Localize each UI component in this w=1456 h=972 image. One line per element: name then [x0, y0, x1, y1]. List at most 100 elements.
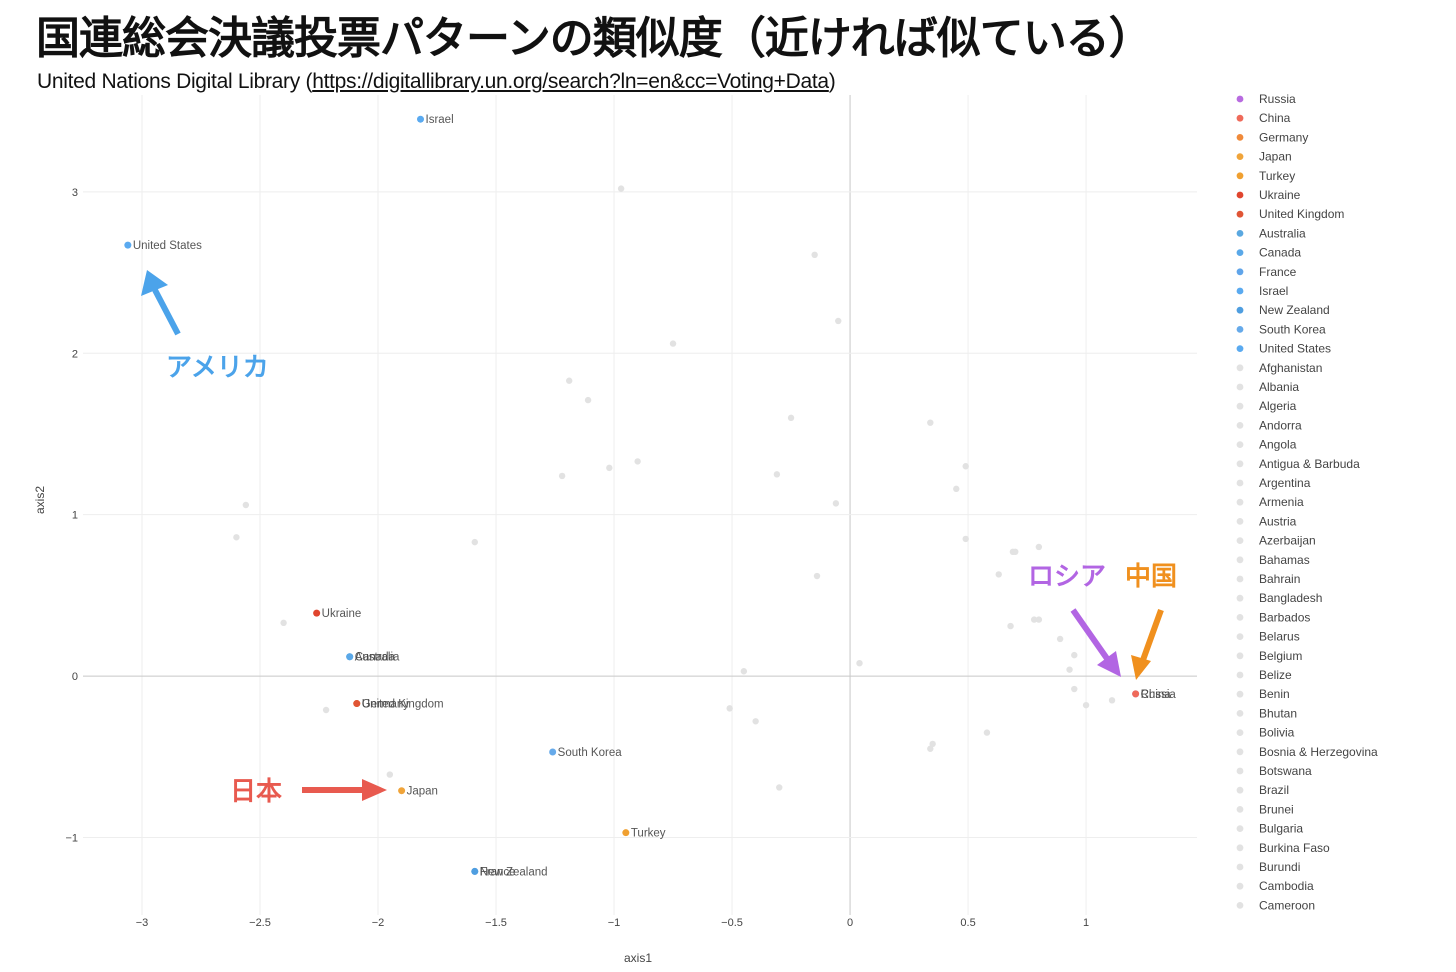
- point-label: France: [480, 866, 516, 878]
- background-point: [558, 472, 566, 480]
- background-point: [811, 251, 818, 259]
- legend-item[interactable]: Burkina Faso: [1236, 841, 1330, 855]
- legend-marker: [1236, 825, 1244, 832]
- x-tick-label: 0: [847, 917, 853, 929]
- background-point: [776, 784, 783, 791]
- legend-marker: [1236, 479, 1244, 487]
- legend-label: Canada: [1259, 246, 1301, 260]
- legend-item[interactable]: Belgium: [1236, 649, 1303, 663]
- legend-item[interactable]: Austria: [1236, 514, 1297, 528]
- legend-item[interactable]: Belarus: [1236, 630, 1300, 644]
- background-point: [1071, 651, 1078, 659]
- legend-item[interactable]: China: [1236, 111, 1291, 125]
- legend-item[interactable]: Armenia: [1236, 495, 1304, 509]
- annotation-label: 中国: [1125, 561, 1177, 591]
- legend-marker: [1236, 863, 1244, 871]
- legend-item[interactable]: Bhutan: [1236, 706, 1297, 720]
- legend-item[interactable]: Bangladesh: [1236, 591, 1323, 605]
- legend-label: Austria: [1259, 514, 1297, 528]
- annotation-arrow-head: [362, 779, 387, 801]
- background-point: [773, 471, 781, 478]
- background-point: [835, 317, 842, 325]
- legend-item[interactable]: Angola: [1236, 438, 1297, 452]
- legend-label: Belgium: [1259, 649, 1302, 663]
- legend-label: Albania: [1259, 380, 1299, 394]
- legend-label: Benin: [1259, 687, 1290, 701]
- legend-item[interactable]: Albania: [1236, 380, 1300, 394]
- legend-item[interactable]: Bahamas: [1236, 553, 1310, 567]
- legend-item[interactable]: Botswana: [1236, 764, 1312, 778]
- point-label: United States: [133, 240, 202, 252]
- legend-label: Cameroon: [1259, 898, 1315, 912]
- legend-label: Algeria: [1259, 399, 1297, 413]
- legend-marker: [1236, 306, 1244, 314]
- legend-marker: [1236, 806, 1244, 813]
- legend-item[interactable]: Brazil: [1236, 783, 1289, 797]
- background-point: [1007, 622, 1014, 630]
- legend-item[interactable]: Turkey: [1236, 169, 1296, 183]
- background-point: [584, 396, 592, 404]
- legend-item[interactable]: Algeria: [1236, 399, 1297, 413]
- legend-item[interactable]: Andorra: [1236, 418, 1302, 432]
- legend-marker: [1236, 172, 1244, 180]
- legend-label: Bahamas: [1259, 553, 1310, 567]
- legend-marker: [1236, 518, 1244, 525]
- legend-item[interactable]: Bahrain: [1236, 572, 1301, 586]
- legend-marker: [1236, 710, 1244, 717]
- legend-item[interactable]: South Korea: [1236, 322, 1326, 336]
- point-canada: [346, 653, 354, 661]
- legend-label: Bolivia: [1259, 726, 1295, 740]
- legend-item[interactable]: Israel: [1236, 284, 1289, 298]
- legend[interactable]: Russia China Germany Japan Turkey Ukraine Unit…: [1236, 92, 1378, 912]
- legend-item[interactable]: Azerbaijan: [1236, 534, 1316, 548]
- legend-item[interactable]: Cambodia: [1236, 879, 1314, 893]
- x-tick-label: −3: [136, 917, 149, 929]
- legend-item[interactable]: Brunei: [1236, 802, 1294, 816]
- legend-item[interactable]: New Zealand: [1236, 303, 1330, 317]
- legend-label: Turkey: [1259, 169, 1295, 183]
- legend-item[interactable]: Burundi: [1236, 860, 1301, 874]
- legend-item[interactable]: Belize: [1236, 668, 1292, 682]
- legend-item[interactable]: Canada: [1236, 246, 1302, 260]
- legend-item[interactable]: United States: [1236, 342, 1331, 356]
- legend-label: Angola: [1259, 438, 1297, 452]
- legend-item[interactable]: Bosnia & Herzegovina: [1236, 745, 1378, 759]
- point-label: Germany: [362, 699, 410, 711]
- source-link[interactable]: https://digitallibrary.un.org/search?ln=…: [312, 70, 829, 93]
- legend-item[interactable]: Ukraine: [1236, 188, 1301, 202]
- legend-label: New Zealand: [1259, 303, 1330, 317]
- legend-marker: [1236, 134, 1244, 141]
- x-tick-label: −2: [372, 917, 385, 929]
- background-point: [787, 414, 795, 422]
- legend-item[interactable]: Australia: [1236, 226, 1306, 240]
- legend-label: United Kingdom: [1259, 207, 1344, 221]
- legend-item[interactable]: France: [1236, 265, 1297, 279]
- legend-item[interactable]: Japan: [1236, 150, 1292, 164]
- legend-marker: [1236, 537, 1244, 544]
- background-point: [1071, 685, 1078, 693]
- legend-item[interactable]: Antigua & Barbuda: [1236, 457, 1360, 471]
- legend-marker: [1236, 95, 1244, 103]
- legend-marker: [1236, 633, 1244, 640]
- legend-item[interactable]: Barbados: [1236, 610, 1311, 624]
- legend-item[interactable]: Germany: [1236, 130, 1309, 144]
- legend-item[interactable]: Argentina: [1236, 476, 1311, 490]
- legend-marker: [1236, 153, 1244, 161]
- legend-label: Afghanistan: [1259, 361, 1322, 375]
- legend-label: Belarus: [1259, 630, 1300, 644]
- legend-marker: [1236, 460, 1244, 468]
- annotation-arrow-shaft: [1140, 608, 1164, 662]
- legend-item[interactable]: United Kingdom: [1236, 207, 1345, 221]
- legend-marker: [1236, 690, 1244, 698]
- legend-item[interactable]: Bulgaria: [1236, 822, 1304, 836]
- legend-label: France: [1259, 265, 1297, 279]
- annotation-label: 日本: [230, 776, 282, 806]
- legend-item[interactable]: Benin: [1236, 687, 1290, 701]
- legend-item[interactable]: Cameroon: [1236, 898, 1315, 912]
- legend-item[interactable]: Afghanistan: [1236, 361, 1323, 375]
- legend-item[interactable]: Russia: [1236, 92, 1296, 106]
- background-point: [1012, 548, 1019, 556]
- background-point: [617, 185, 625, 192]
- legend-item[interactable]: Bolivia: [1236, 726, 1295, 740]
